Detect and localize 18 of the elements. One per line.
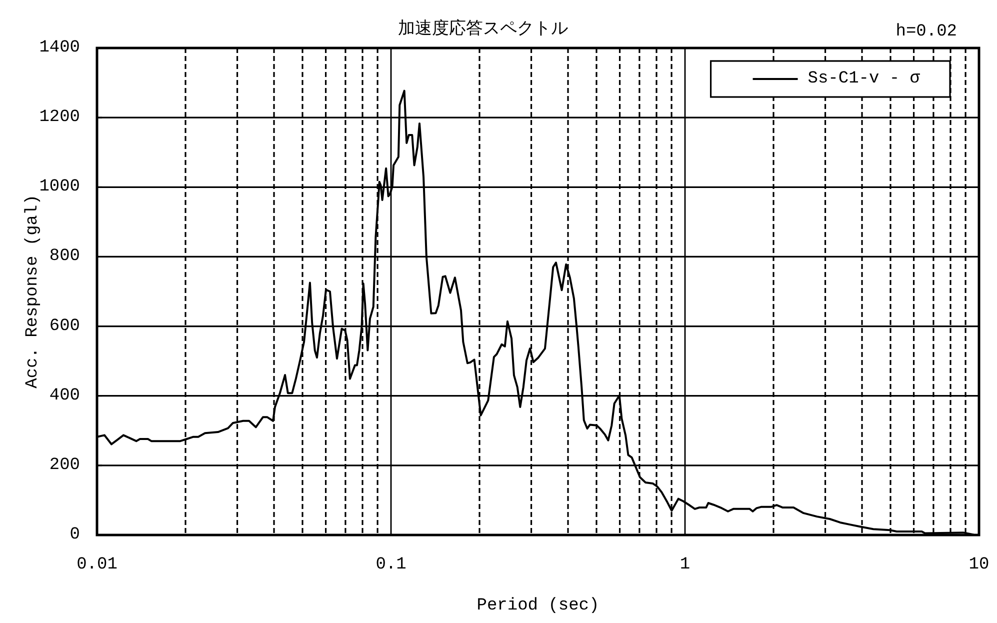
x-tick-label: 0.1 — [376, 556, 406, 574]
chart-title: 加速度応答スペクトル — [398, 18, 568, 40]
y-tick-label: 200 — [49, 456, 80, 475]
x-tick-label: 10 — [968, 556, 990, 574]
y-tick-label: 400 — [49, 386, 80, 406]
y-tick-label: 0 — [70, 526, 80, 544]
y-tick-label: 600 — [49, 316, 80, 336]
y-tick-label: 1000 — [39, 178, 80, 197]
x-tick-label: 0.01 — [76, 556, 118, 574]
y-tick-label: 1400 — [39, 38, 80, 58]
legend: Ss-C1-v - σ — [710, 60, 951, 98]
legend-label: Ss-C1-v - σ — [808, 70, 921, 88]
x-axis-title: Period (sec) — [476, 596, 600, 616]
y-tick-label: 1200 — [39, 108, 80, 128]
text: h=0.02 — [896, 22, 957, 42]
x-tick-label: 1 — [680, 556, 690, 574]
y-tick-label: 800 — [49, 247, 80, 266]
y-axis-title: Acc. Response (gal) — [24, 194, 42, 388]
